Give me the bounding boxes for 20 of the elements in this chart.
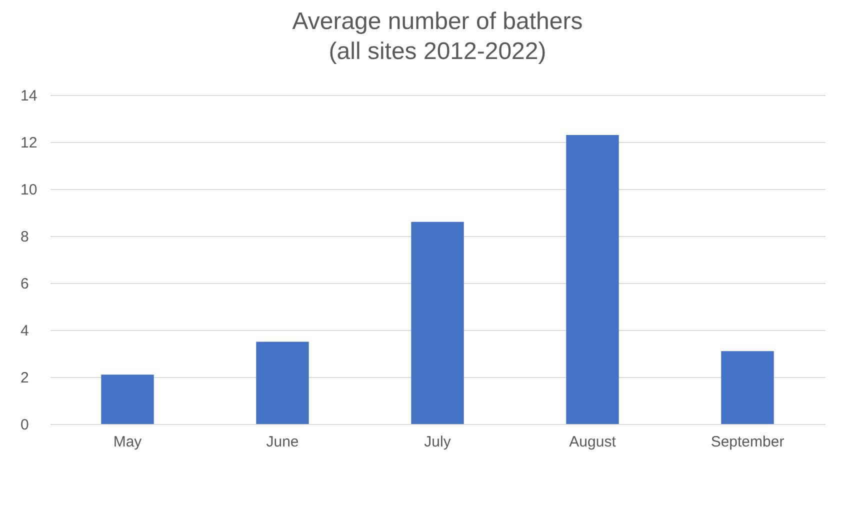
bar bbox=[411, 222, 464, 424]
y-tick-label: 14 bbox=[20, 88, 38, 104]
bar bbox=[256, 342, 309, 424]
y-tick-label: 2 bbox=[20, 370, 29, 386]
x-tick-label: August bbox=[569, 434, 617, 450]
y-tick-label: 8 bbox=[20, 228, 29, 246]
chart-subtitle: (all sites 2012-2022) bbox=[328, 38, 546, 65]
x-tick-label: July bbox=[424, 434, 452, 450]
chart-title: Average number of bathers bbox=[292, 8, 583, 35]
y-tick-label: 4 bbox=[20, 322, 29, 340]
x-tick-label: September bbox=[710, 434, 784, 450]
x-tick-label: May bbox=[113, 434, 142, 450]
bar bbox=[721, 351, 774, 424]
y-tick-label: 12 bbox=[20, 134, 38, 152]
bar bbox=[566, 134, 619, 424]
y-tick-label: 6 bbox=[20, 276, 29, 292]
y-tick-label: 10 bbox=[20, 182, 38, 198]
y-tick-label: 0 bbox=[20, 416, 29, 434]
x-tick-label: June bbox=[266, 434, 299, 450]
bar bbox=[101, 374, 154, 424]
